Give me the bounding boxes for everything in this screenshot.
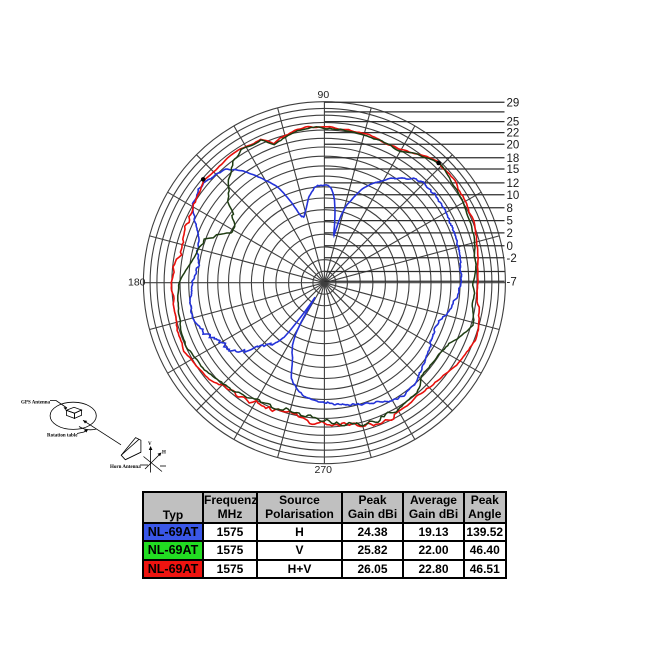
svg-text:15: 15: [507, 164, 520, 176]
svg-text:2: 2: [507, 228, 513, 240]
svg-text:180: 180: [128, 277, 146, 289]
svg-text:20: 20: [507, 139, 520, 151]
svg-text:29: 29: [507, 97, 520, 109]
svg-text:-7: -7: [507, 276, 517, 288]
svg-text:22: 22: [507, 128, 520, 140]
svg-text:8: 8: [507, 203, 513, 215]
svg-text:Rotation table: Rotation table: [47, 434, 78, 439]
svg-text:5: 5: [507, 216, 513, 228]
svg-text:12: 12: [507, 178, 520, 190]
svg-text:0: 0: [507, 241, 513, 253]
svg-text:270: 270: [315, 464, 333, 476]
svg-text:GPS Antenna: GPS Antenna: [21, 401, 51, 406]
svg-text:18: 18: [507, 153, 520, 165]
svg-text:10: 10: [507, 190, 520, 202]
svg-text:Horn Antenna: Horn Antenna: [110, 465, 141, 470]
svg-text:H: H: [162, 451, 166, 456]
svg-text:-2: -2: [507, 253, 517, 265]
svg-text:25: 25: [507, 117, 520, 129]
svg-text:V: V: [148, 442, 152, 447]
svg-text:90: 90: [318, 89, 330, 101]
